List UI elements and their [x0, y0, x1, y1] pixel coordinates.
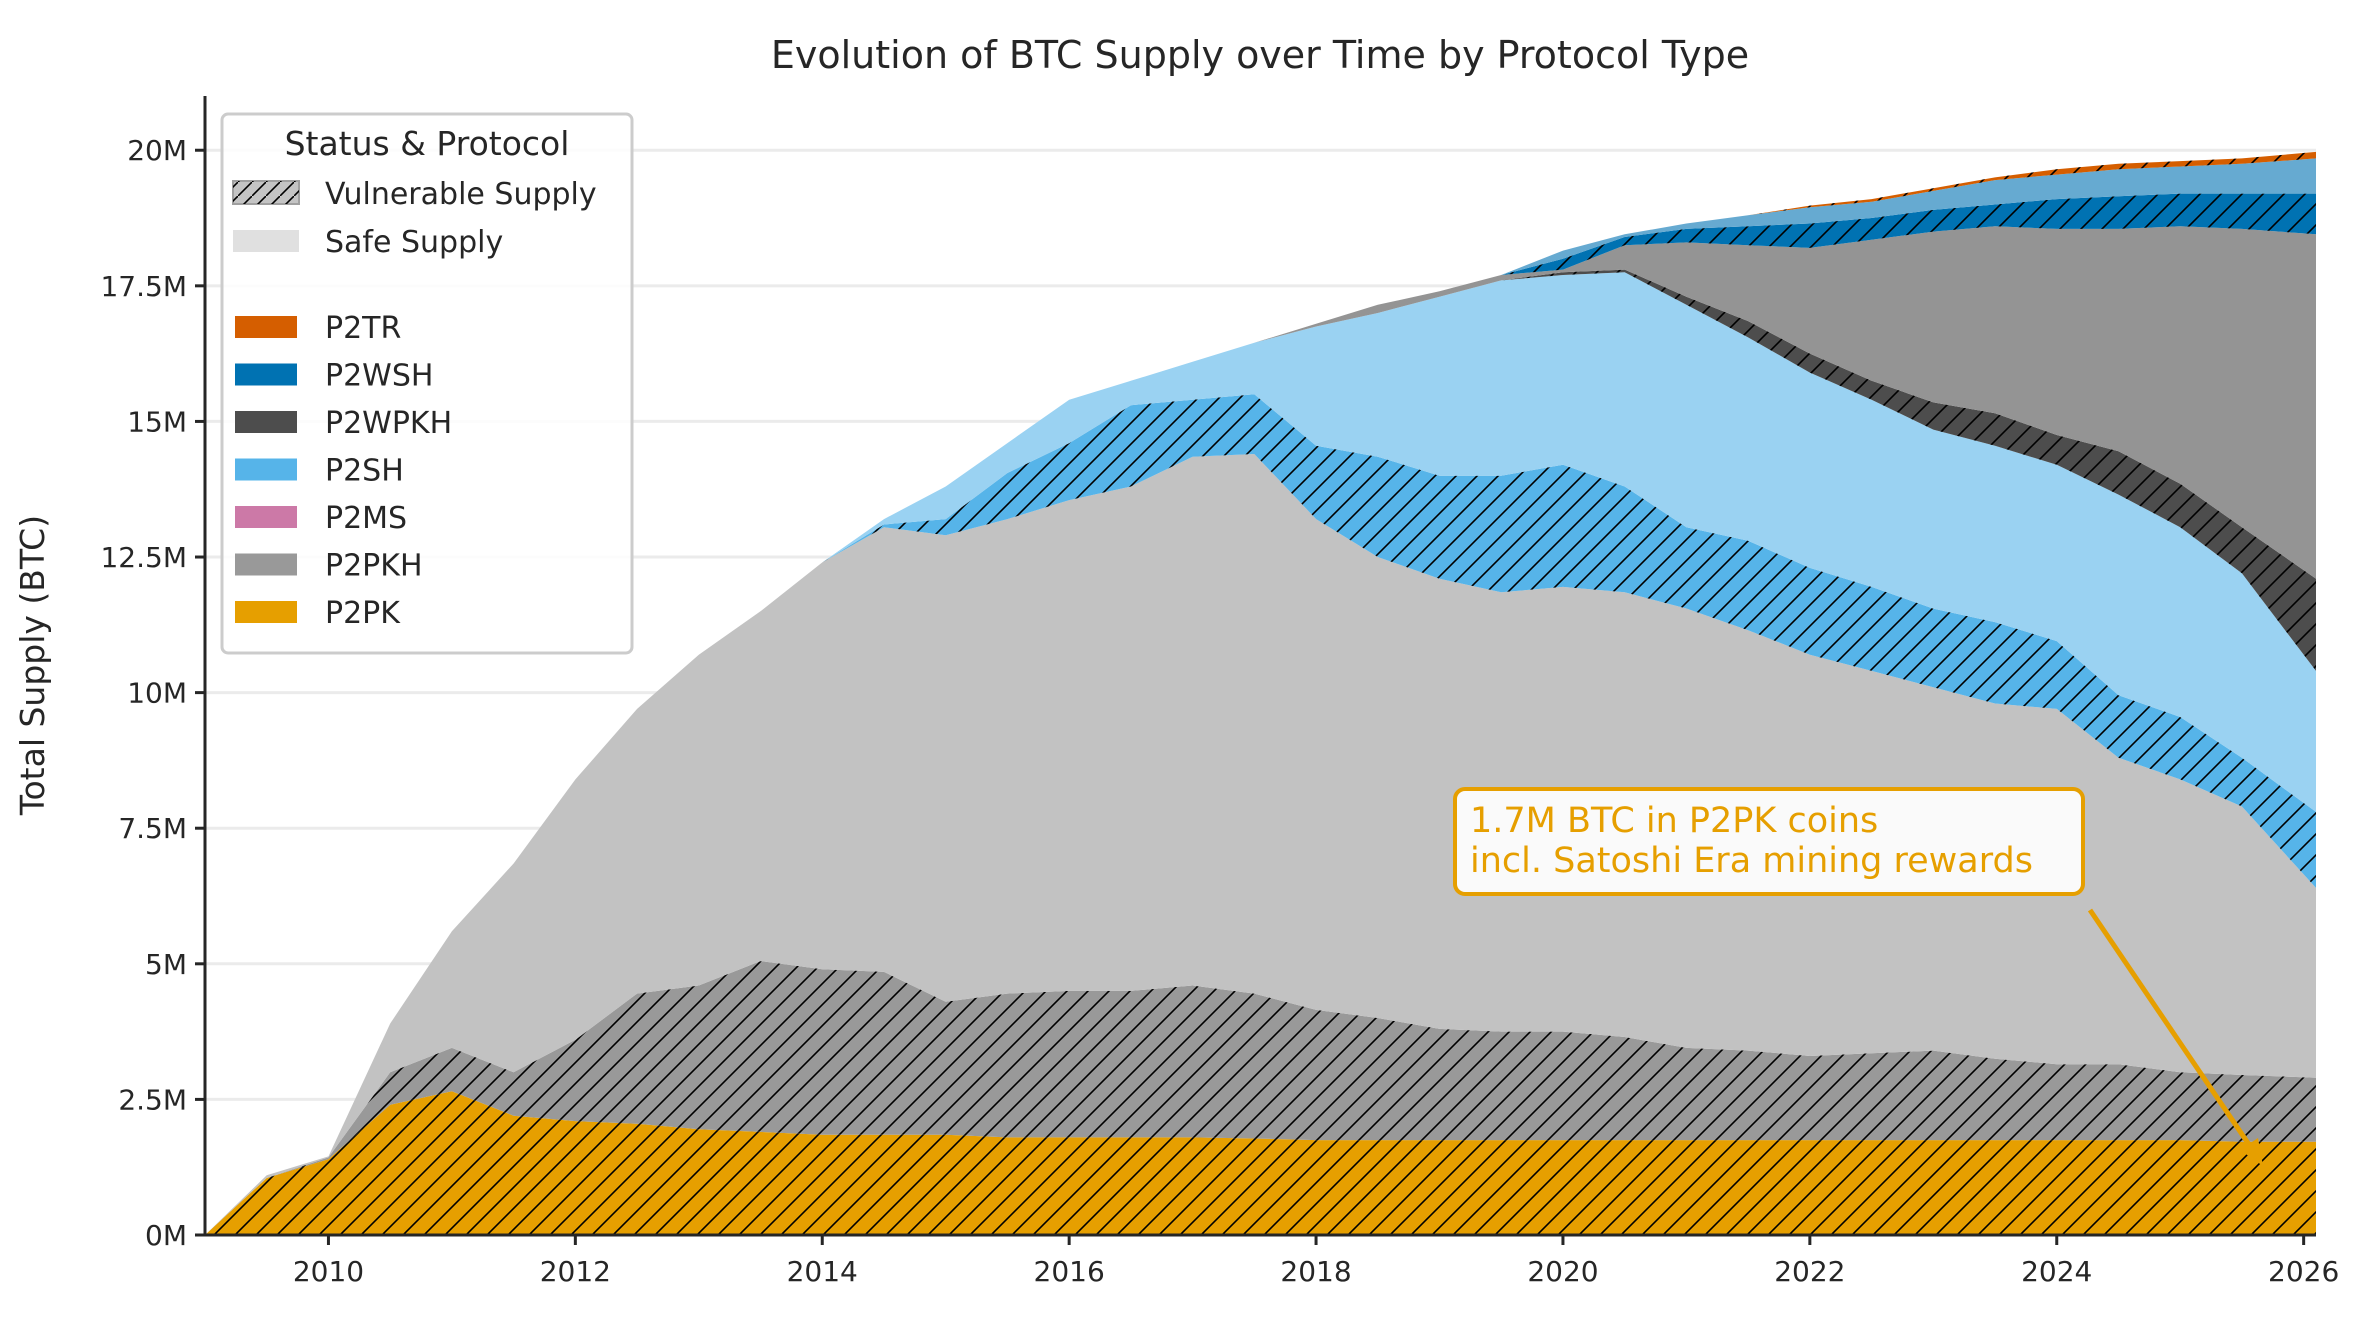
legend-entry-p2wsh: P2WSH: [235, 359, 433, 394]
legend-entry-p2pk: P2PK: [235, 596, 401, 631]
annotation-arrow: [2087, 908, 2257, 1154]
y-tick-label: 7.5M: [118, 812, 187, 845]
legend-entry-safe: Safe Supply: [233, 225, 503, 260]
y-tick-label: 10M: [127, 677, 187, 710]
x-tick-label: 2020: [1527, 1255, 1598, 1288]
legend-entry-p2ms: P2MS: [235, 501, 407, 536]
legend-label: P2PKH: [325, 549, 423, 584]
annotation-box: [1453, 787, 2085, 896]
area-p2pk-vulnerable-hatch: [205, 1091, 2316, 1235]
legend-label: Vulnerable Supply: [325, 177, 597, 212]
x-tick-label: 2014: [787, 1255, 858, 1288]
legend-entry-p2wpkh: P2WPKH: [235, 406, 452, 441]
y-tick-label: 5M: [145, 948, 187, 981]
legend-swatch: [235, 363, 297, 386]
y-tick-label: 15M: [127, 405, 187, 438]
annotation-line-1: 1.7M BTC in P2PK coins: [1470, 801, 1878, 841]
area-p2pkh-safe: [205, 454, 2316, 1235]
annotation: 1.7M BTC in P2PK coins incl. Satoshi Era…: [1453, 787, 2263, 1166]
y-tick-label: 17.5M: [100, 270, 187, 303]
legend-swatch: [235, 601, 297, 623]
area-p2pkh-vulnerable-hatch: [205, 961, 2316, 1235]
legend-label: P2PK: [325, 596, 401, 631]
x-tick-label: 2012: [540, 1255, 611, 1288]
legend-label: P2SH: [325, 454, 404, 489]
legend-title: Status & Protocol: [285, 124, 570, 163]
legend-label: P2TR: [325, 311, 401, 346]
legend-label: P2WPKH: [325, 406, 452, 441]
legend-swatch: [235, 553, 297, 576]
chart-title: Evolution of BTC Supply over Time by Pro…: [771, 33, 1749, 77]
annotation-arrowhead: [2240, 1138, 2263, 1166]
legend-entry-p2sh: P2SH: [235, 454, 404, 489]
legend-swatch: [235, 316, 297, 338]
legend-swatch-hatch-lines: [233, 181, 299, 204]
area-p2wpkh-safe: [205, 226, 2316, 1235]
legend: Status & Protocol Vulnerable Supply Safe…: [220, 112, 634, 655]
legend-swatch-safe: [233, 230, 299, 252]
x-tick-label: 2016: [1034, 1255, 1105, 1288]
area-p2sh-safe: [205, 272, 2316, 1235]
legend-entry-vulnerable: Vulnerable Supply: [232, 177, 597, 212]
legend-label: P2MS: [325, 501, 407, 536]
legend-swatch: [235, 458, 297, 481]
y-tick-label: 0M: [145, 1219, 187, 1252]
area-p2sh-vulnerable-hatch: [205, 394, 2316, 1235]
legend-entry-p2tr: P2TR: [235, 311, 401, 346]
x-tick-label: 2022: [1774, 1255, 1845, 1288]
y-axis-label: Total Supply (BTC): [13, 515, 52, 816]
stacked-areas: [205, 151, 2316, 1236]
y-tick-label: 20M: [127, 134, 187, 167]
y-tick-label: 12.5M: [100, 541, 187, 574]
y-tick-label: 2.5M: [118, 1083, 187, 1116]
x-tick-label: 2018: [1280, 1255, 1351, 1288]
axes: 0M 2.5M 5M 7.5M 10M 12.5M 15M 17.5M 20M 2010 2012 2…: [100, 96, 2339, 1288]
legend-swatch: [235, 506, 297, 528]
x-tick-label: 2024: [2021, 1255, 2092, 1288]
annotation-line-2: incl. Satoshi Era mining rewards: [1470, 841, 2033, 881]
x-tick-label: 2010: [293, 1255, 364, 1288]
legend-protocol-entries: P2TR P2WSH P2WPKH P2SH P2MS P2PKH P2PK: [235, 311, 452, 631]
legend-frame: [220, 112, 634, 655]
legend-entry-p2pkh: P2PKH: [235, 549, 423, 584]
legend-swatch: [235, 411, 297, 433]
legend-label: Safe Supply: [325, 225, 503, 260]
legend-label: P2WSH: [325, 359, 433, 394]
x-tick-label: 2026: [2268, 1255, 2339, 1288]
